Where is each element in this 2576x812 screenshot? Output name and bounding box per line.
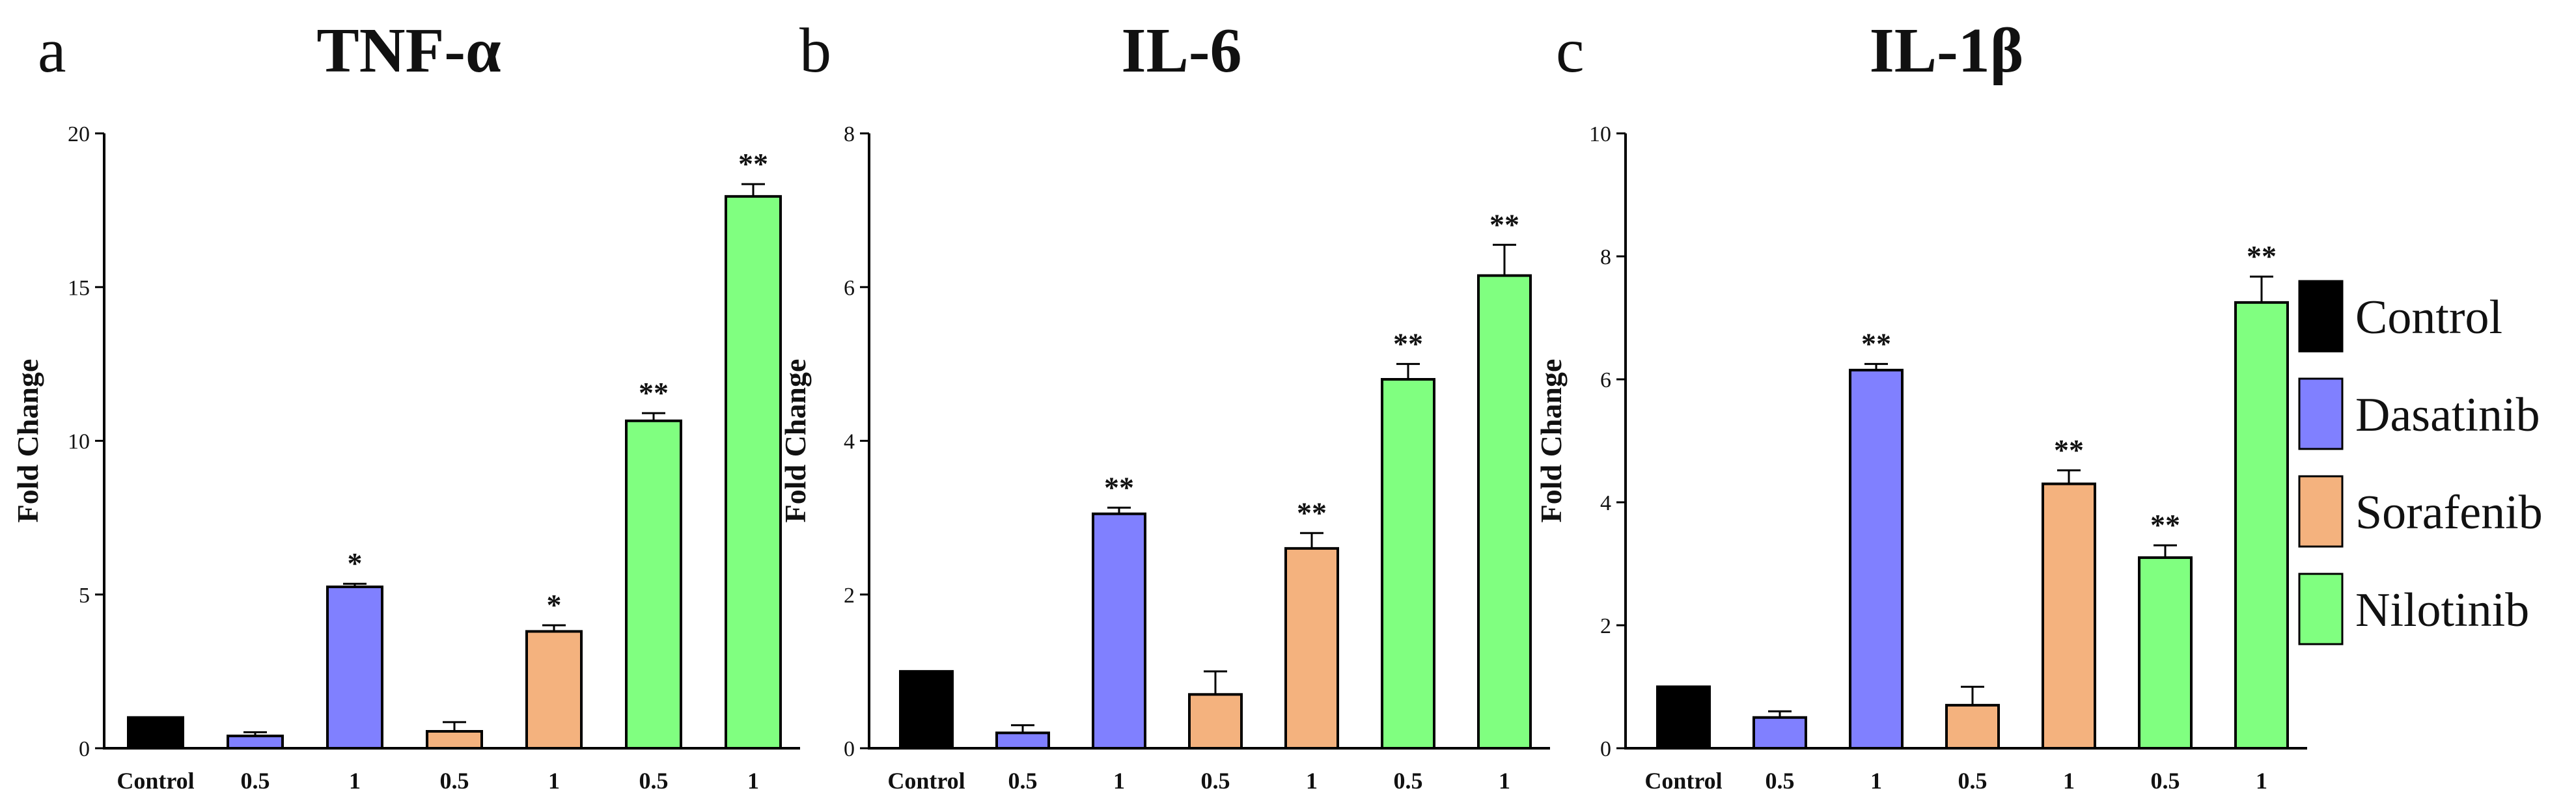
significance-marker: * [547,588,562,621]
bar-nilotinib-0.5 [2138,556,2193,750]
y-tick-label: 8 [1600,245,1611,269]
significance-marker: ** [2054,433,2084,467]
y-tick-label: 10 [68,430,90,454]
chart-title: IL-1β [1870,16,2024,86]
y-tick-label: 20 [68,122,90,146]
y-tick-label: 0 [1600,737,1611,761]
bar-sorafenib-0.5 [1188,693,1243,750]
bar-sorafenib-1 [2042,482,2096,750]
chart-panel-a: a TNF-α Fold Change 0 5 10 15 20 Control 0.5 * 1 0.5… [11,16,800,794]
panel-letter: c [1556,16,1585,86]
y-tick-label: 2 [1600,614,1611,638]
significance-marker: ** [1393,327,1423,360]
bar-nilotinib-0.5 [625,419,682,750]
legend-label-sorafenib: Sorafenib [2355,486,2543,539]
legend-label-nilotinib: Nilotinib [2355,584,2529,637]
x-tick-label: 0.5 [1008,768,1038,794]
y-tick-label: 8 [844,122,855,146]
bar-control-Control [899,670,954,750]
x-tick-label: 1 [2256,768,2267,794]
x-tick-label: 0.5 [241,768,270,794]
significance-marker: ** [1489,208,1519,241]
y-tick-label: 0 [844,737,855,761]
x-tick-label: 1 [2063,768,2075,794]
chart-title: TNF-α [316,16,501,86]
panel-letter: a [38,16,66,86]
bar-sorafenib-0.5 [426,730,483,750]
y-tick-label: 2 [844,584,855,608]
y-tick-label: 6 [1600,368,1611,392]
x-tick-label: 0.5 [1201,768,1230,794]
y-axis-label: Fold Change [779,359,812,523]
x-tick-label: 1 [1306,768,1318,794]
x-tick-label: 1 [1870,768,1882,794]
bar-dasatinib-0.5 [227,735,284,750]
bar-nilotinib-1 [2234,301,2289,750]
legend-label-control: Control [2355,291,2502,344]
bar-dasatinib-0.5 [995,731,1050,750]
significance-marker: ** [2247,239,2277,273]
x-tick-label: 1 [349,768,361,794]
bar-dasatinib-0.5 [1752,716,1807,750]
significance-marker: ** [2150,508,2180,541]
x-tick-label: 0.5 [2151,768,2180,794]
y-axis-label: Fold Change [1534,359,1568,523]
x-tick-label: 0.5 [1394,768,1423,794]
y-tick-label: 15 [68,276,90,300]
bar-sorafenib-1 [525,630,583,750]
chart-title: IL-6 [1121,16,1241,86]
bar-nilotinib-1 [725,195,782,750]
x-tick-label: 1 [548,768,560,794]
x-tick-label: Control [887,768,965,794]
y-tick-label: 4 [1600,491,1611,515]
chart-panel-b: b IL-6 Fold Change 0 2 4 6 8 Control 0.5 ** 1 0.5 ** 1… [779,16,1550,794]
significance-marker: ** [1297,496,1327,529]
bar-sorafenib-0.5 [1945,703,2000,750]
significance-marker: ** [1861,327,1891,360]
bar-control-Control [1656,685,1711,750]
chart-panel-c: c IL-1β Fold Change 0 2 4 6 8 10 Control 0.5 ** 1 0.5… [1534,16,2307,794]
legend-swatch-sorafenib [2298,475,2344,548]
legend-swatch-nilotinib [2298,573,2344,645]
y-tick-label: 10 [1589,122,1611,146]
significance-marker: ** [639,376,669,409]
bar-control-Control [127,716,184,750]
panel-letter: b [799,16,831,86]
x-tick-label: Control [117,768,194,794]
y-tick-label: 0 [79,737,90,761]
x-tick-label: 0.5 [1766,768,1795,794]
x-tick-label: 0.5 [1958,768,1987,794]
bar-dasatinib-1 [1092,512,1146,750]
significance-marker: ** [1104,470,1134,504]
significance-marker: ** [738,147,768,180]
y-tick-label: 5 [79,584,90,608]
significance-marker: * [348,547,363,580]
bar-nilotinib-1 [1477,274,1532,750]
legend: Control Dasatinib Sorafenib Nilotinib [2298,280,2543,645]
x-tick-label: 0.5 [440,768,469,794]
bar-dasatinib-1 [326,585,383,750]
bar-sorafenib-1 [1284,547,1339,750]
x-tick-label: 1 [1113,768,1125,794]
y-tick-label: 4 [844,430,855,454]
y-axis-label: Fold Change [11,359,44,523]
bar-dasatinib-1 [1849,368,1904,750]
bar-nilotinib-0.5 [1381,378,1435,750]
x-tick-label: 1 [1499,768,1510,794]
x-tick-label: Control [1644,768,1722,794]
y-tick-label: 6 [844,276,855,300]
legend-swatch-dasatinib [2298,377,2344,450]
x-tick-label: 1 [747,768,759,794]
legend-swatch-control [2298,280,2344,353]
legend-label-dasatinib: Dasatinib [2355,388,2540,442]
x-tick-label: 0.5 [639,768,669,794]
